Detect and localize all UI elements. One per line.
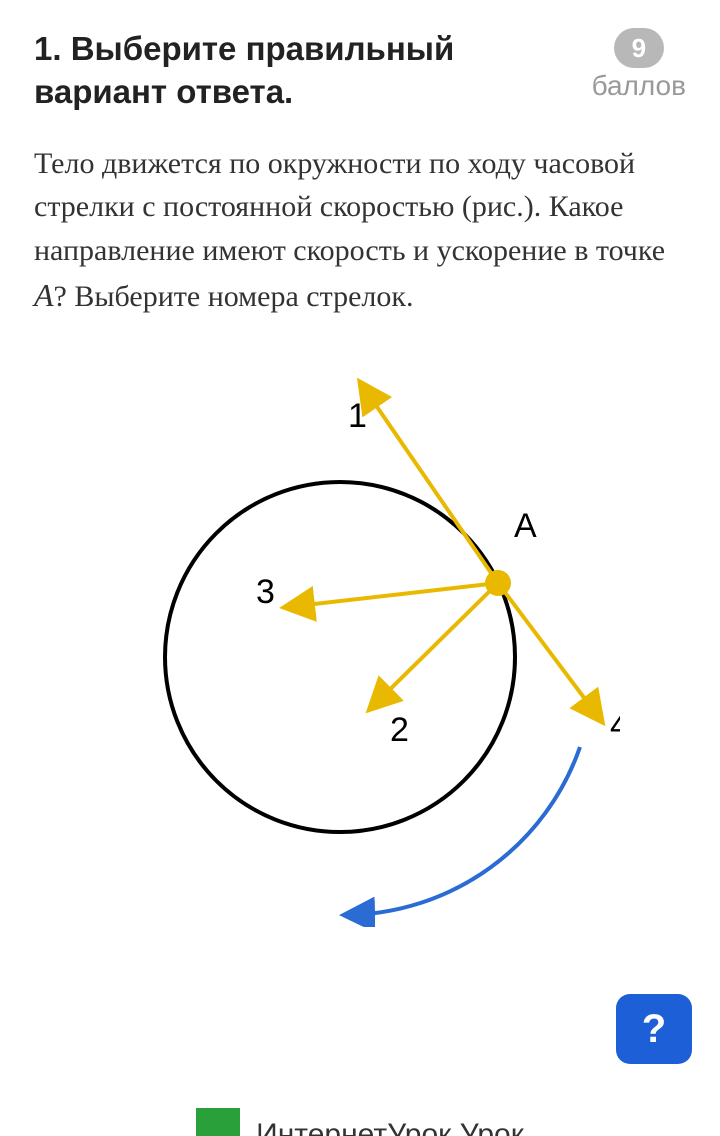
question-title: 1. Выберите правильный вариант ответа. [34, 28, 580, 114]
svg-text:3: 3 [256, 573, 275, 611]
footer-text: ИнтернетУрок Урок [256, 1118, 524, 1136]
points-label: баллов [592, 70, 686, 102]
points-badge: 9 [614, 28, 664, 68]
question-number: 1. [34, 30, 62, 67]
diagram-container: 1 2 3 4 A [34, 367, 686, 927]
help-icon: ? [642, 1007, 666, 1052]
body-var: A [34, 277, 54, 313]
svg-text:A: A [514, 507, 537, 545]
svg-text:2: 2 [390, 711, 409, 749]
svg-text:1: 1 [348, 397, 367, 435]
body-post: ? Выберите номера стрелок. [54, 280, 414, 313]
body-pre: Тело движется по окружности по ходу часо… [34, 147, 665, 267]
footer-bar: ИнтернетУрок Урок [0, 1092, 720, 1136]
physics-diagram: 1 2 3 4 A [100, 367, 620, 927]
question-body: Тело движется по окружности по ходу часо… [34, 142, 686, 319]
footer-logo-icon [196, 1108, 240, 1136]
help-button[interactable]: ? [616, 994, 692, 1064]
question-header: 1. Выберите правильный вариант ответа. 9… [34, 28, 686, 114]
svg-text:4: 4 [610, 707, 620, 745]
points-block: 9 баллов [592, 28, 686, 102]
question-title-text: Выберите правильный вариант ответа. [34, 30, 454, 110]
